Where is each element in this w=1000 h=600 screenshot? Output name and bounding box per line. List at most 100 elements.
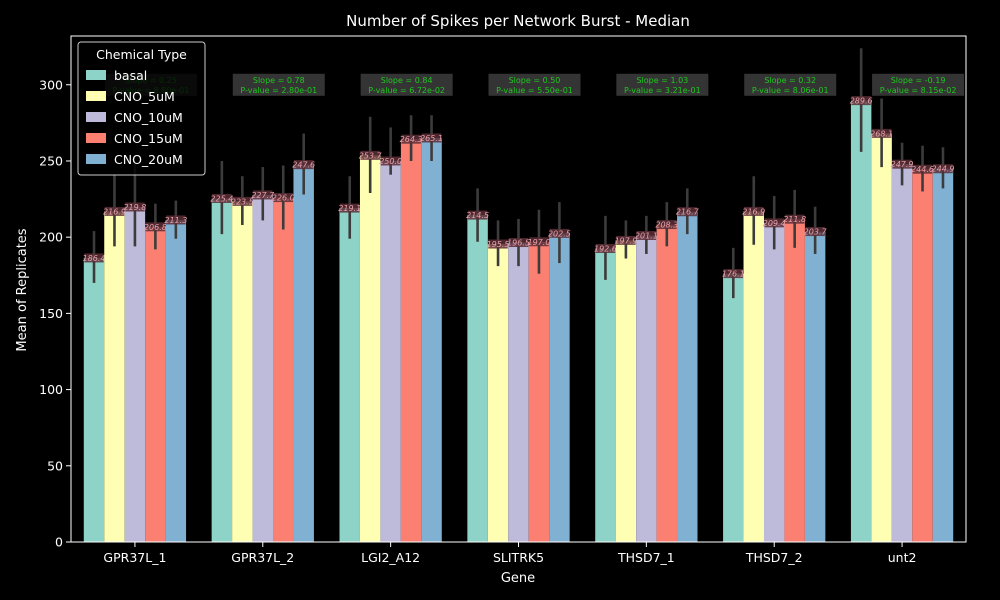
bar <box>871 133 892 542</box>
bar <box>124 207 146 543</box>
bar <box>784 219 805 542</box>
bar-value-label: 208.3 <box>655 221 678 230</box>
bar-value-label: 176.1 <box>722 270 745 279</box>
bar <box>891 164 913 542</box>
bar-label-background <box>723 269 744 279</box>
slope-label: Slope = 0.50 <box>509 76 561 85</box>
bar-value-label: 226.0 <box>272 194 295 203</box>
stat-annotation-box <box>488 73 581 96</box>
bar-value-label: 195.5 <box>487 240 510 249</box>
bar-label-background <box>401 134 421 144</box>
bar-label-background <box>933 164 953 174</box>
bar <box>636 235 657 542</box>
x-tick-label: THSD7_1 <box>617 550 675 565</box>
bar <box>804 231 826 542</box>
bar-value-label: 202.5 <box>548 229 571 238</box>
bar-value-label: 216.7 <box>676 208 700 217</box>
bar-label-background <box>616 235 636 245</box>
slope-label: Slope = 0.78 <box>253 76 305 85</box>
slope-label: Slope = 1.03 <box>636 76 688 85</box>
bar <box>273 197 294 543</box>
bar-label-background <box>166 215 186 225</box>
bar <box>211 198 233 542</box>
bar-label-background <box>744 206 764 216</box>
bar-label-background <box>595 243 616 253</box>
bar <box>467 215 488 542</box>
bar-value-label: 289.6 <box>850 97 873 106</box>
legend-swatch <box>86 133 106 143</box>
bar-label-background <box>104 206 125 216</box>
bar <box>723 273 744 542</box>
bar <box>763 222 785 542</box>
bar <box>145 226 166 542</box>
bar <box>677 211 698 542</box>
bar-value-label: 197.0 <box>528 238 551 247</box>
legend-swatch <box>86 70 106 80</box>
bar-value-label: 203.7 <box>804 228 828 237</box>
bar <box>421 137 442 543</box>
p-value-label: P-value = 2.80e-01 <box>240 86 317 95</box>
bar-label-background <box>784 214 805 224</box>
bar-value-label: 264.3 <box>400 135 423 144</box>
bar-label-background <box>467 210 488 220</box>
bar-label-background <box>212 193 232 203</box>
bar <box>743 211 764 542</box>
bar <box>508 242 529 542</box>
bar-value-label: 265.1 <box>420 134 443 143</box>
bar-label-background <box>912 164 933 174</box>
stat-annotation-box <box>360 73 453 96</box>
bar <box>83 257 105 542</box>
x-tick-label: LGI2_A12 <box>361 550 420 565</box>
legend-entry: CNO_15uM <box>114 131 183 146</box>
legend-entry: CNO_20uM <box>114 152 183 167</box>
bar-label-background <box>657 220 677 230</box>
bar-value-label: 216.9 <box>742 207 765 216</box>
x-tick-label: GPR37L_2 <box>231 550 294 565</box>
y-tick-label: 0 <box>55 535 63 550</box>
legend-entry: CNO_10uM <box>114 110 183 125</box>
bar-value-label: 192.6 <box>594 244 617 253</box>
bar-value-label: 197.9 <box>614 236 637 245</box>
bar-value-label: 206.8 <box>144 223 167 232</box>
x-tick-label: GPR37L_1 <box>103 550 166 565</box>
bar <box>487 244 509 542</box>
bar-label-background <box>508 238 529 248</box>
p-value-label: P-value = 5.50e-01 <box>496 86 573 95</box>
bar-label-background <box>549 228 570 238</box>
bar <box>165 219 187 542</box>
bar-value-label: 247.6 <box>292 161 315 170</box>
bar-label-background <box>677 207 697 217</box>
bar-value-label: 250.0 <box>379 157 402 166</box>
slope-label: Slope = 0.32 <box>764 76 816 85</box>
bar <box>932 168 954 543</box>
bar-value-label: 225.4 <box>210 194 233 203</box>
bar <box>252 194 274 542</box>
bar-label-background <box>380 156 401 166</box>
slope-label: Slope = 0.84 <box>381 76 433 85</box>
bar-value-label: 244.9 <box>932 165 955 174</box>
stat-annotation-box <box>616 73 709 96</box>
stat-annotation-box <box>232 73 325 96</box>
bar-value-label: 216.9 <box>103 207 126 216</box>
bar <box>380 160 401 543</box>
bar-value-label: 201.1 <box>635 232 658 241</box>
bar <box>104 211 125 542</box>
x-axis-label: Gene <box>501 571 535 586</box>
bar-value-label: 244.6 <box>911 165 934 174</box>
bar <box>615 240 637 542</box>
x-tick-label: THSD7_2 <box>745 550 803 565</box>
bar-value-label: 253.7 <box>359 151 383 160</box>
bar <box>359 155 381 543</box>
legend-swatch <box>86 112 106 122</box>
legend: Chemical Type basal CNO_5uM CNO_10uM CNO_15u… <box>77 41 206 176</box>
bar <box>595 248 616 542</box>
p-value-label: P-value = 3.21e-01 <box>624 86 701 95</box>
bar-label-background <box>636 231 657 241</box>
bar <box>850 100 872 542</box>
bar-label-background <box>253 190 273 200</box>
bar-label-background <box>488 239 508 249</box>
plot-area: 186.4 225.4 219.1 214.5 192.6 176.1 289.6 216.9… <box>39 35 967 565</box>
bar-label-background <box>421 133 442 143</box>
legend-entry: CNO_5uM <box>114 89 175 104</box>
